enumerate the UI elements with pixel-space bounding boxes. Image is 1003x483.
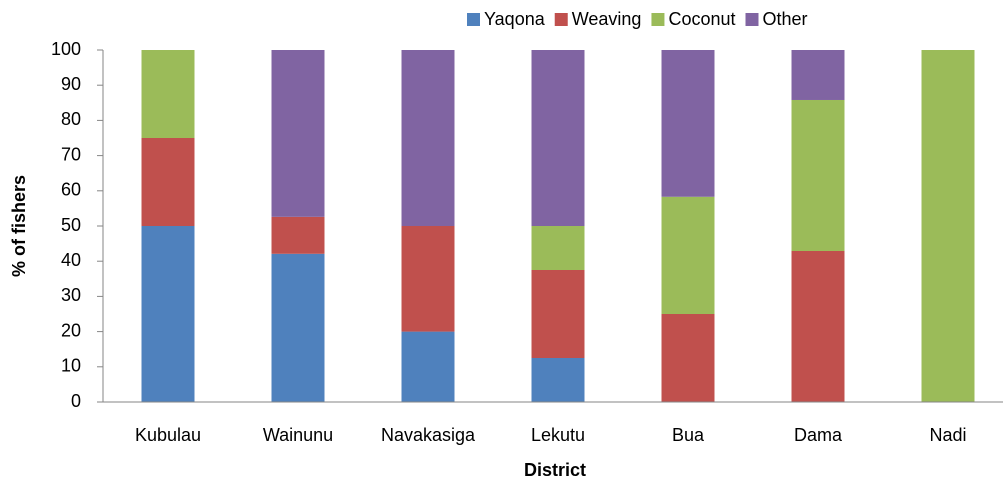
bar-segment	[531, 358, 585, 402]
bar-segment	[531, 270, 585, 358]
bar-segment	[921, 50, 975, 402]
y-tick-label: 10	[61, 356, 81, 376]
x-tick-label: Navakasiga	[381, 425, 476, 445]
legend-label: Coconut	[668, 9, 735, 29]
x-tick-label: Nadi	[929, 425, 966, 445]
y-tick-label: 40	[61, 250, 81, 270]
legend-label: Other	[763, 9, 808, 29]
bar-segment	[141, 138, 195, 226]
y-tick-label: 90	[61, 74, 81, 94]
legend-swatch	[745, 13, 759, 26]
x-tick-label: Wainunu	[263, 425, 333, 445]
bar-segment	[661, 314, 715, 402]
y-tick-label: 0	[71, 391, 81, 411]
bar-segment	[531, 226, 585, 270]
legend-label: Weaving	[572, 9, 642, 29]
y-tick-label: 100	[51, 39, 81, 59]
y-tick-label: 70	[61, 144, 81, 164]
legend-swatch	[554, 13, 568, 26]
legend-swatch	[651, 13, 665, 26]
bar-segment	[661, 196, 715, 314]
x-tick-label: Lekutu	[531, 425, 585, 445]
y-tick-label: 80	[61, 109, 81, 129]
bar-segment	[271, 216, 325, 254]
bar-segment	[791, 250, 845, 402]
bar-segment	[401, 50, 455, 226]
legend-swatch	[467, 13, 480, 26]
bar-segment	[791, 50, 845, 100]
y-tick-label: 30	[61, 285, 81, 305]
bar-segment	[401, 331, 455, 402]
x-tick-label: Kubulau	[135, 425, 201, 445]
x-tick-label: Bua	[672, 425, 705, 445]
bar-segment	[271, 253, 325, 402]
x-tick-label: Dama	[794, 425, 843, 445]
y-axis-title: % of fishers	[9, 175, 29, 277]
bar-segment	[271, 50, 325, 217]
y-tick-label: 20	[61, 320, 81, 340]
bar-segment	[791, 99, 845, 251]
bar-segment	[661, 50, 715, 197]
bar-segment	[531, 50, 585, 226]
bar-segment	[141, 50, 195, 138]
legend-label: Yaqona	[484, 9, 546, 29]
y-tick-label: 60	[61, 180, 81, 200]
bar-segment	[141, 226, 195, 402]
x-axis-title: District	[524, 460, 586, 480]
y-tick-label: 50	[61, 215, 81, 235]
bar-segment	[401, 226, 455, 332]
